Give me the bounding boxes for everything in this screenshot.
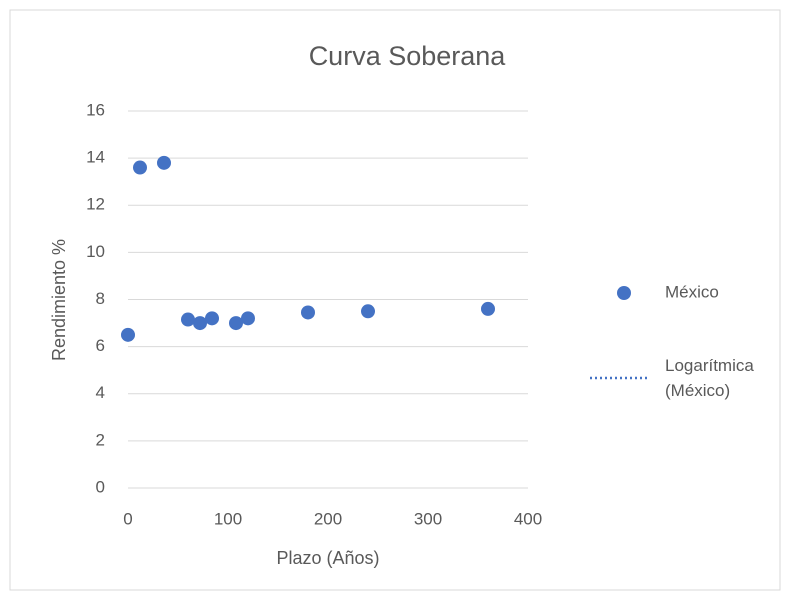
- x-tick-label: 300: [414, 509, 442, 528]
- point: [121, 327, 135, 342]
- y-tick-label: 6: [96, 336, 105, 355]
- point: [157, 155, 171, 170]
- point: [481, 301, 495, 316]
- legend-marker: [617, 286, 631, 300]
- point: [229, 316, 243, 331]
- y-axis-label: Rendimiento %: [49, 239, 69, 361]
- point: [205, 311, 219, 326]
- y-tick-label: 0: [96, 477, 105, 496]
- x-tick-label: 0: [123, 509, 132, 528]
- y-tick-label: 10: [86, 242, 105, 261]
- legend-label: México: [665, 282, 719, 301]
- point: [301, 305, 315, 320]
- x-axis-label: Plazo (Años): [276, 548, 379, 568]
- legend-label: Logarítmica (México): [665, 356, 759, 400]
- legend-label-line: Logarítmica: [665, 356, 759, 375]
- y-tick-label: 2: [96, 430, 105, 449]
- y-tick-label: 8: [96, 289, 105, 308]
- y-tick-label: 12: [86, 195, 105, 214]
- x-tick-label: 200: [314, 509, 342, 528]
- point: [193, 316, 207, 331]
- y-tick-label: 14: [86, 148, 105, 167]
- point: [241, 311, 255, 326]
- y-tick-label: 16: [86, 100, 105, 119]
- point: [361, 304, 375, 319]
- x-tick-label: 100: [214, 509, 242, 528]
- y-tick-label: 4: [96, 383, 105, 402]
- chart-title: Curva Soberana: [309, 41, 507, 71]
- point: [133, 160, 147, 175]
- legend-label-line: (México): [665, 381, 730, 400]
- point: [181, 312, 195, 327]
- x-tick-label: 400: [514, 509, 542, 528]
